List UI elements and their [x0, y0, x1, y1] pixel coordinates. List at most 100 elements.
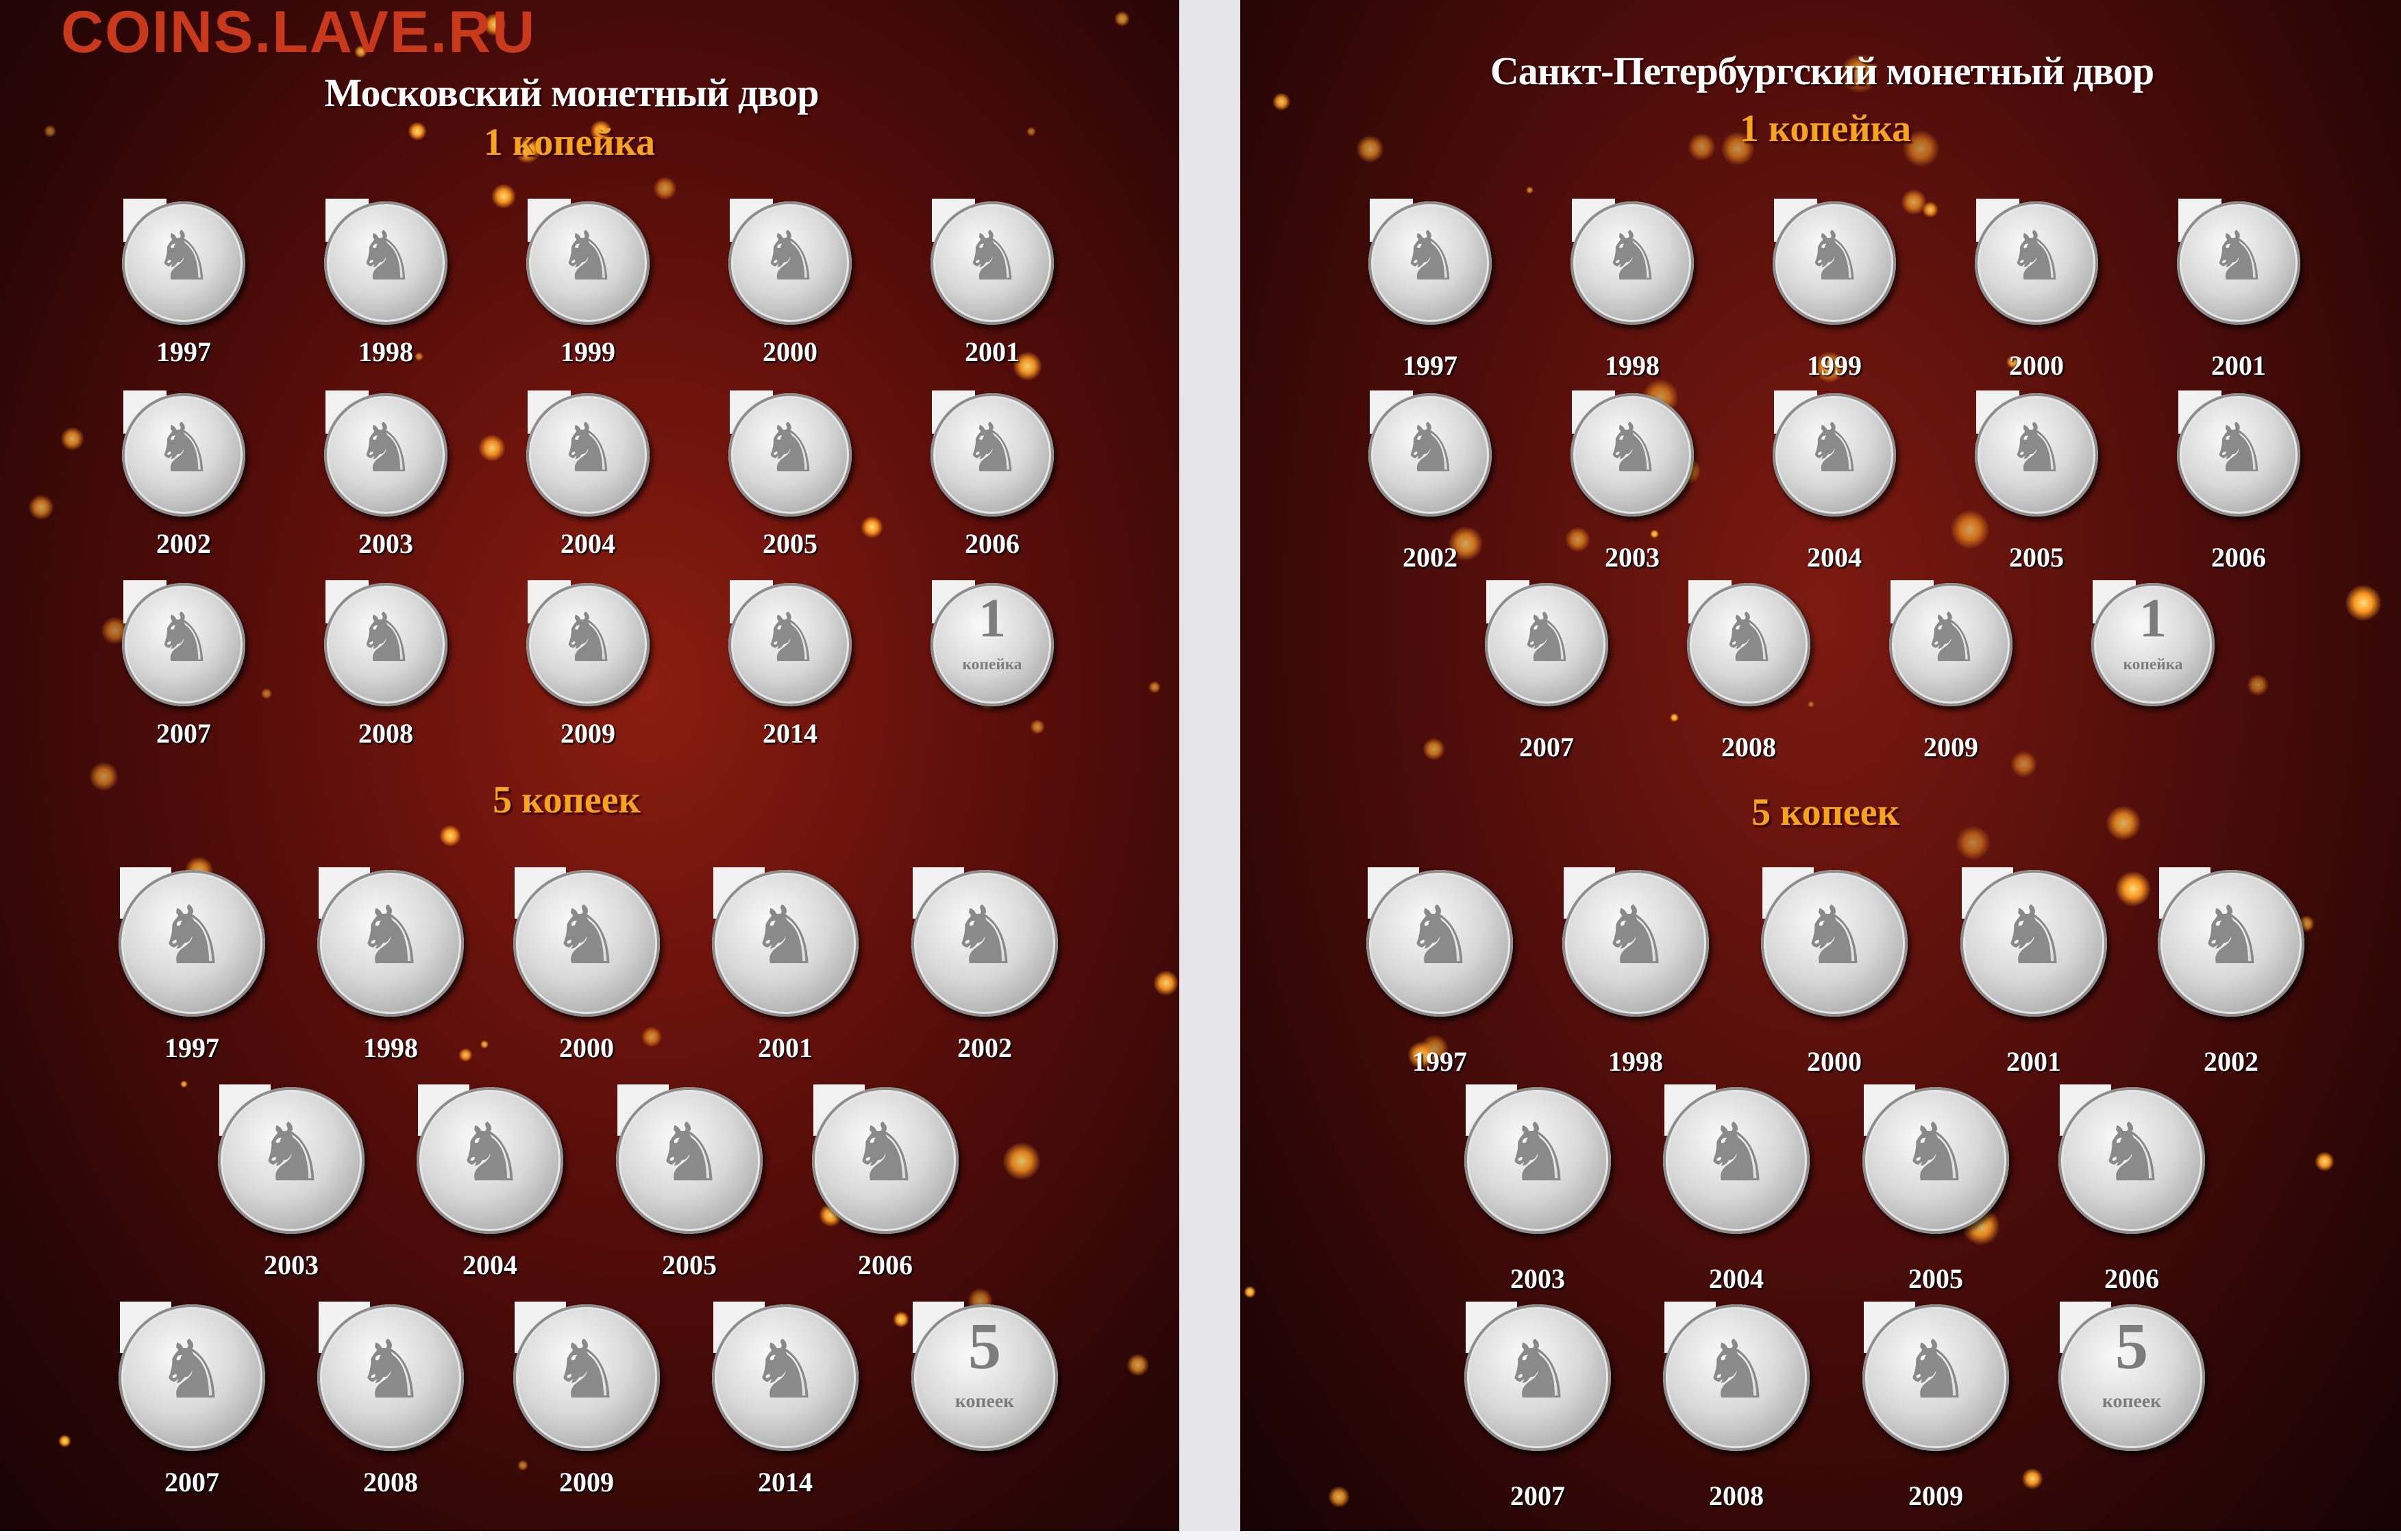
bokeh-light [1956, 825, 1991, 860]
st-george-icon: ♞ [759, 412, 821, 487]
coin-slot: ♞ [616, 1084, 763, 1234]
bokeh-light [180, 1080, 188, 1088]
coin-year-label: 1998 [363, 1032, 418, 1063]
coin-obverse: ♞ [728, 393, 852, 517]
coin-obverse: ♞ [1975, 393, 2098, 517]
st-george-icon: ♞ [2006, 220, 2067, 295]
coin-obverse: ♞ [2177, 393, 2300, 517]
coin-obverse: ♞ [1368, 201, 1492, 325]
st-george-icon: ♞ [961, 412, 1023, 487]
st-george-icon: ♞ [653, 1108, 726, 1198]
st-george-icon: ♞ [2006, 412, 2067, 487]
coin-slot: ♞ [1368, 199, 1492, 325]
st-george-icon: ♞ [153, 220, 214, 295]
st-george-icon: ♞ [1803, 412, 1865, 487]
bokeh-light [1448, 525, 1483, 562]
coin-obverse: ♞ [317, 1304, 464, 1451]
st-george-icon: ♞ [557, 412, 619, 487]
coin-year-label: 2008 [1709, 1480, 1764, 1511]
bokeh-light [641, 1026, 663, 1048]
coin-slot: ♞ [513, 1302, 660, 1451]
coin-slot: ♞ [526, 199, 650, 325]
watermark: COINS.LAVE.RU [61, 0, 537, 65]
st-george-icon: ♞ [2195, 891, 2267, 981]
coin-year-label: 2008 [1721, 731, 1776, 762]
bokeh-light [1126, 1353, 1149, 1376]
coin-year-label: 2008 [358, 717, 413, 749]
coin-obverse: ♞ [417, 1087, 563, 1234]
coin-value-word: копеек [2102, 1391, 2162, 1413]
coin-obverse: ♞ [728, 201, 852, 325]
bokeh-light [2106, 805, 2141, 841]
coin-slot-reverse: 5 копеек [2058, 1302, 2205, 1451]
coin-obverse: ♞ [712, 1304, 859, 1451]
st-george-icon: ♞ [749, 891, 822, 981]
coin-obverse: ♞ [122, 583, 245, 706]
st-george-icon: ♞ [2208, 220, 2269, 295]
st-george-icon: ♞ [749, 1326, 822, 1415]
coin-slot: ♞ [324, 199, 447, 325]
coin-slot: ♞ [712, 1302, 859, 1451]
coin-slot: ♞ [1464, 1084, 1611, 1234]
st-george-icon: ♞ [1899, 1108, 1972, 1198]
coin-obverse: ♞ [1571, 393, 1694, 517]
st-george-icon: ♞ [454, 1108, 526, 1198]
coin-year-label: 2005 [1908, 1263, 1963, 1294]
coin-year-label: 2009 [559, 1466, 614, 1498]
bokeh-light [1526, 186, 1534, 194]
coin-obverse: ♞ [1571, 201, 1694, 325]
coin-slot: ♞ [728, 390, 852, 517]
coin-obverse: ♞ [1960, 870, 2107, 1017]
coin-obverse: ♞ [513, 870, 660, 1017]
bokeh-light [414, 351, 423, 361]
bokeh-light [2246, 673, 2269, 697]
bokeh-light [653, 176, 677, 201]
bokeh-light [2021, 1467, 2043, 1490]
coin-obverse: ♞ [1562, 870, 1709, 1017]
st-george-icon: ♞ [1718, 601, 1780, 677]
bokeh-light [1002, 1141, 1041, 1180]
coin-year-label: 2009 [561, 717, 615, 749]
coin-year-label: 1998 [358, 336, 413, 367]
bokeh-light [1153, 970, 1179, 996]
coin-slot: ♞ [1571, 199, 1694, 325]
bokeh-light [60, 427, 85, 451]
coin-slot: ♞ [119, 1302, 265, 1451]
coin-value: 5 [968, 1308, 1002, 1382]
coin-obverse: ♞ [1663, 1304, 1810, 1451]
coin-obverse: ♞ [616, 1087, 763, 1234]
coin-obverse: ♞ [324, 583, 447, 706]
coin-obverse: ♞ [1368, 393, 1492, 517]
coin-obverse: ♞ [931, 393, 1054, 517]
bokeh-light [491, 184, 517, 209]
bokeh-light [1026, 126, 1036, 136]
coin-year-label: 2002 [1403, 541, 1457, 573]
coin-year-label: 2004 [463, 1249, 517, 1280]
coin-obverse: ♞ [728, 583, 852, 706]
coin-obverse: ♞ [812, 1087, 959, 1234]
st-george-icon: ♞ [1997, 891, 2070, 981]
st-george-icon: ♞ [255, 1108, 328, 1198]
st-george-icon: ♞ [355, 220, 417, 295]
denomination-heading: 5 копеек [1751, 791, 1899, 834]
coin-obverse: ♞ [1485, 583, 1608, 706]
coin-slot: ♞ [911, 867, 1058, 1017]
bokeh-light [1407, 1041, 1435, 1069]
coin-value-word: копейка [2123, 656, 2183, 673]
coin-slot: ♞ [1975, 199, 2098, 325]
coin-slot: ♞ [2177, 390, 2300, 517]
st-george-icon: ♞ [961, 220, 1023, 295]
coin-reverse: 1 копейка [2091, 583, 2215, 706]
coin-year-label: 2002 [156, 527, 211, 559]
coin-year-label: 2008 [363, 1466, 418, 1498]
coin-year-label: 2002 [957, 1032, 1012, 1063]
coin-year-label: 1997 [164, 1032, 219, 1063]
bokeh-light [354, 45, 368, 59]
coin-year-label: 2006 [858, 1249, 913, 1280]
coin-year-label: 2004 [1709, 1263, 1764, 1294]
coin-slot: ♞ [1975, 390, 2098, 517]
coin-slot: ♞ [1761, 867, 1908, 1017]
coin-slot: ♞ [324, 390, 447, 517]
coin-year-label: 2007 [156, 717, 211, 749]
st-george-icon: ♞ [759, 220, 821, 295]
